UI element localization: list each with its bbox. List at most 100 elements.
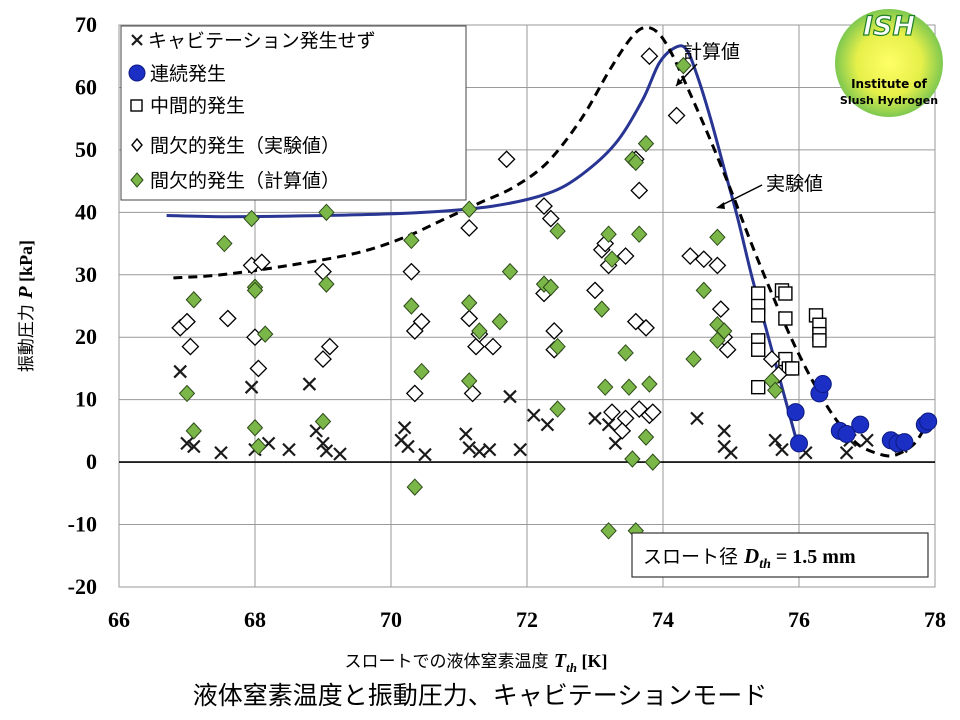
- point-no-cavitation: [462, 440, 476, 455]
- point-no-cavitation: [717, 424, 731, 438]
- point-intermittent-calc: [631, 225, 648, 243]
- x-tick-label: 66: [108, 607, 130, 632]
- circle-marker-icon: [128, 64, 146, 82]
- point-intermittent-calc: [178, 384, 196, 403]
- point-intermittent-calc: [403, 297, 420, 315]
- point-intermittent-calc: [461, 200, 478, 218]
- point-no-cavitation: [401, 439, 415, 454]
- y-tick-label: -20: [68, 574, 97, 599]
- legend-item-intermittent-calc: 間欠的発生（計算値）: [130, 170, 340, 192]
- point-no-cavitation: [608, 436, 623, 451]
- arrow-head-icon: [676, 78, 683, 86]
- point-intermittent-exp: [586, 281, 604, 300]
- point-intermittent-exp: [314, 350, 332, 368]
- y-tick-label: 40: [75, 199, 97, 224]
- legend-label: 連続発生: [150, 63, 226, 85]
- point-intermittent-calc: [185, 291, 202, 309]
- point-intermittent-calc: [216, 234, 233, 253]
- point-no-cavitation: [690, 411, 704, 426]
- point-continuous: [851, 415, 870, 434]
- point-intermittent-exp: [640, 47, 659, 66]
- point-intermittent-exp: [218, 309, 237, 328]
- legend-item-intermittent-exp: 間欠的発生（実験値）: [131, 135, 340, 157]
- logo-line1: Institute of: [851, 77, 928, 91]
- point-intermediate: [785, 361, 800, 376]
- x-tick-label: 72: [516, 607, 538, 632]
- point-intermittent-calc: [243, 209, 260, 228]
- point-no-cavitation: [775, 442, 789, 457]
- point-intermittent-calc: [644, 453, 661, 471]
- point-no-cavitation: [180, 436, 194, 451]
- annotation-calc: 計算値: [675, 41, 740, 87]
- chart-title: 液体窒素温度と振動圧力、キャビテーションモード: [192, 681, 768, 710]
- point-intermediate: [778, 311, 793, 326]
- point-intermittent-calc: [413, 362, 430, 381]
- point-intermittent-exp: [762, 350, 781, 368]
- point-intermittent-calc: [246, 281, 264, 300]
- point-no-cavitation: [503, 389, 517, 404]
- x-axis-label: スロートでの液体窒素温度 Tth [K]: [345, 650, 608, 675]
- point-intermittent-exp: [667, 106, 686, 125]
- point-intermittent-exp: [402, 262, 421, 281]
- x-marker-icon: [131, 34, 143, 46]
- square-marker-icon: [130, 99, 143, 112]
- legend-label: キャビテーション発生せず: [148, 30, 376, 52]
- y-tick-label: 10: [75, 387, 97, 412]
- point-continuous: [790, 434, 808, 453]
- annotation-exp: 実験値: [716, 173, 823, 209]
- y-tick-label: 20: [75, 324, 97, 349]
- point-intermittent-exp: [711, 300, 730, 319]
- point-no-cavitation: [839, 445, 854, 460]
- point-intermittent-calc: [471, 322, 488, 340]
- annotation-exp-arrow: [721, 184, 763, 206]
- point-intermittent-calc: [709, 331, 726, 350]
- point-intermediate: [751, 286, 766, 301]
- legend: キャビテーション発生せず 連続発生 中間的発生 間欠的発生（実験値） 間欠的発生…: [120, 25, 467, 201]
- x-tick-label: 74: [652, 607, 674, 632]
- ish-logo: ISH Institute of Slush Hydrogen: [835, 9, 943, 117]
- point-intermittent-calc: [709, 228, 726, 247]
- point-no-cavitation: [724, 445, 738, 460]
- point-intermittent-exp: [252, 253, 271, 272]
- point-intermittent-exp: [694, 250, 713, 269]
- point-intermittent-exp: [249, 359, 268, 378]
- point-intermittent-exp: [718, 340, 737, 359]
- point-intermittent-exp: [460, 309, 479, 328]
- point-intermittent-exp: [603, 403, 621, 422]
- legend-item-intermediate: 中間的発生: [130, 95, 245, 117]
- point-intermittent-calc: [318, 203, 335, 222]
- point-intermittent-calc: [637, 428, 655, 446]
- point-intermediate: [812, 333, 827, 348]
- point-intermittent-exp: [637, 318, 655, 337]
- point-intermittent-calc: [593, 300, 610, 318]
- point-intermittent-exp: [463, 384, 482, 403]
- curve-experimental: [173, 25, 927, 458]
- point-intermittent-exp: [320, 337, 339, 356]
- point-intermittent-calc: [257, 325, 274, 343]
- legend-label: 間欠的発生（計算値）: [150, 170, 340, 192]
- point-intermittent-calc: [600, 522, 617, 540]
- point-intermediate: [778, 286, 793, 301]
- point-no-cavitation: [482, 442, 497, 457]
- point-intermittent-exp: [769, 365, 788, 384]
- point-intermittent-calc: [549, 400, 566, 418]
- legend-item-no-cavitation: キャビテーション発生せず: [131, 30, 376, 52]
- point-no-cavitation: [187, 439, 201, 454]
- throat-box-frame: [631, 532, 929, 578]
- point-intermittent-calc: [406, 478, 423, 496]
- throat-diameter-label: スロート径 Dth = 1.5 mm: [643, 544, 856, 572]
- point-intermittent-calc: [637, 134, 655, 153]
- point-intermittent-exp: [681, 247, 700, 265]
- annotation-exp-label: 実験値: [766, 173, 823, 195]
- point-intermittent-exp: [541, 209, 560, 228]
- point-no-cavitation: [601, 417, 616, 432]
- point-intermittent-exp: [178, 312, 196, 331]
- y-tick-label: 60: [75, 74, 97, 99]
- y-tick-label: 70: [75, 12, 97, 37]
- annotation-calc-label: 計算値: [683, 41, 740, 63]
- x-tick-label: 76: [788, 607, 810, 632]
- point-no-cavitation: [319, 444, 334, 458]
- point-intermittent-calc: [620, 378, 638, 396]
- point-intermittent-calc: [461, 294, 478, 312]
